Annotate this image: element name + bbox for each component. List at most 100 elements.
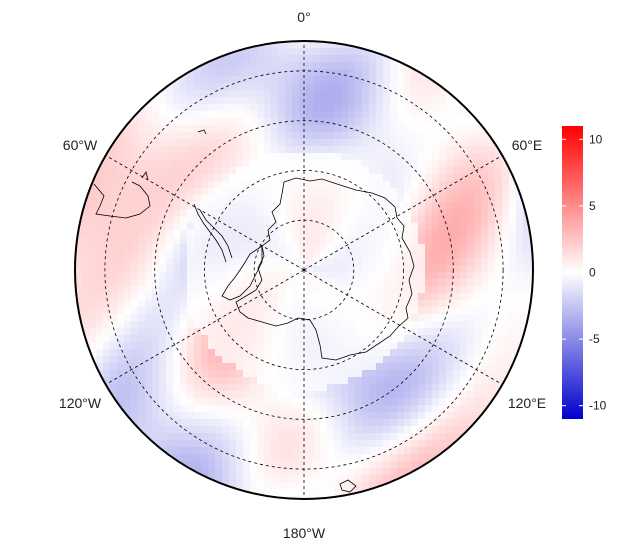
field-cell [348,195,356,203]
field-cell [103,293,111,301]
field-cell [355,482,363,490]
field-cell [201,356,209,364]
field-cell [327,377,335,385]
field-cell [341,426,349,434]
field-cell [82,272,90,280]
field-cell [523,279,531,287]
field-cell [292,41,300,49]
field-cell [341,475,349,483]
field-cell [425,279,433,287]
field-cell [418,440,426,448]
field-cell [166,237,174,245]
field-cell [327,335,335,343]
field-cell [159,104,167,112]
field-cell [369,62,377,70]
field-cell [432,146,440,154]
field-cell [432,83,440,91]
field-cell [124,258,132,266]
field-cell [355,440,363,448]
field-cell [425,286,433,294]
field-cell [180,447,188,455]
field-cell [439,223,447,231]
field-cell [425,202,433,210]
field-cell [187,426,195,434]
field-cell [117,286,125,294]
field-cell [404,69,412,77]
field-cell [222,167,230,175]
field-cell [278,384,286,392]
field-cell [390,132,398,140]
field-cell [397,181,405,189]
field-cell [236,160,244,168]
field-cell [320,328,328,336]
lon-label-60w: 60°W [63,137,98,153]
field-cell [145,321,153,329]
field-cell [285,356,293,364]
field-cell [264,286,272,294]
field-cell [432,174,440,182]
field-cell [320,251,328,259]
field-cell [390,300,398,308]
field-cell [187,202,195,210]
field-cell [271,272,279,280]
field-cell [187,454,195,462]
field-cell [355,279,363,287]
field-cell [516,251,524,259]
field-cell [222,489,230,497]
field-cell [432,433,440,441]
field-cell [453,216,461,224]
field-cell [425,139,433,147]
field-cell [432,384,440,392]
field-cell [341,125,349,133]
field-cell [369,461,377,469]
field-cell [530,251,533,259]
field-cell [194,412,202,420]
field-cell [250,335,258,343]
field-cell [159,195,167,203]
field-cell [82,202,90,210]
field-cell [481,258,489,266]
field-cell [110,153,118,161]
field-cell [467,202,475,210]
field-cell [194,384,202,392]
field-cell [481,377,489,385]
field-cell [257,48,265,56]
field-cell [299,391,307,399]
field-cell [271,265,279,273]
field-cell [257,174,265,182]
field-cell [362,97,370,105]
field-cell [236,300,244,308]
field-cell [292,426,300,434]
field-cell [411,167,419,175]
field-cell [292,342,300,350]
field-cell [404,118,412,126]
lon-label-0: 0° [297,9,310,25]
field-cell [348,489,356,497]
field-cell [250,398,258,406]
field-cell [271,153,279,161]
field-cell [187,321,195,329]
field-cell [425,153,433,161]
field-cell [320,160,328,168]
field-cell [425,293,433,301]
field-cell [152,335,160,343]
field-cell [117,328,125,336]
field-cell [194,307,202,315]
field-cell [292,349,300,357]
field-cell [215,307,223,315]
field-cell [439,237,447,245]
field-cell [418,244,426,252]
field-cell [348,202,356,210]
field-cell [166,265,174,273]
field-cell [355,419,363,427]
field-cell [509,160,517,168]
field-cell [369,293,377,301]
field-cell [159,258,167,266]
field-cell [376,132,384,140]
field-cell [215,328,223,336]
field-cell [334,321,342,329]
field-cell [453,202,461,210]
field-cell [404,181,412,189]
field-cell [509,181,517,189]
field-cell [320,202,328,210]
